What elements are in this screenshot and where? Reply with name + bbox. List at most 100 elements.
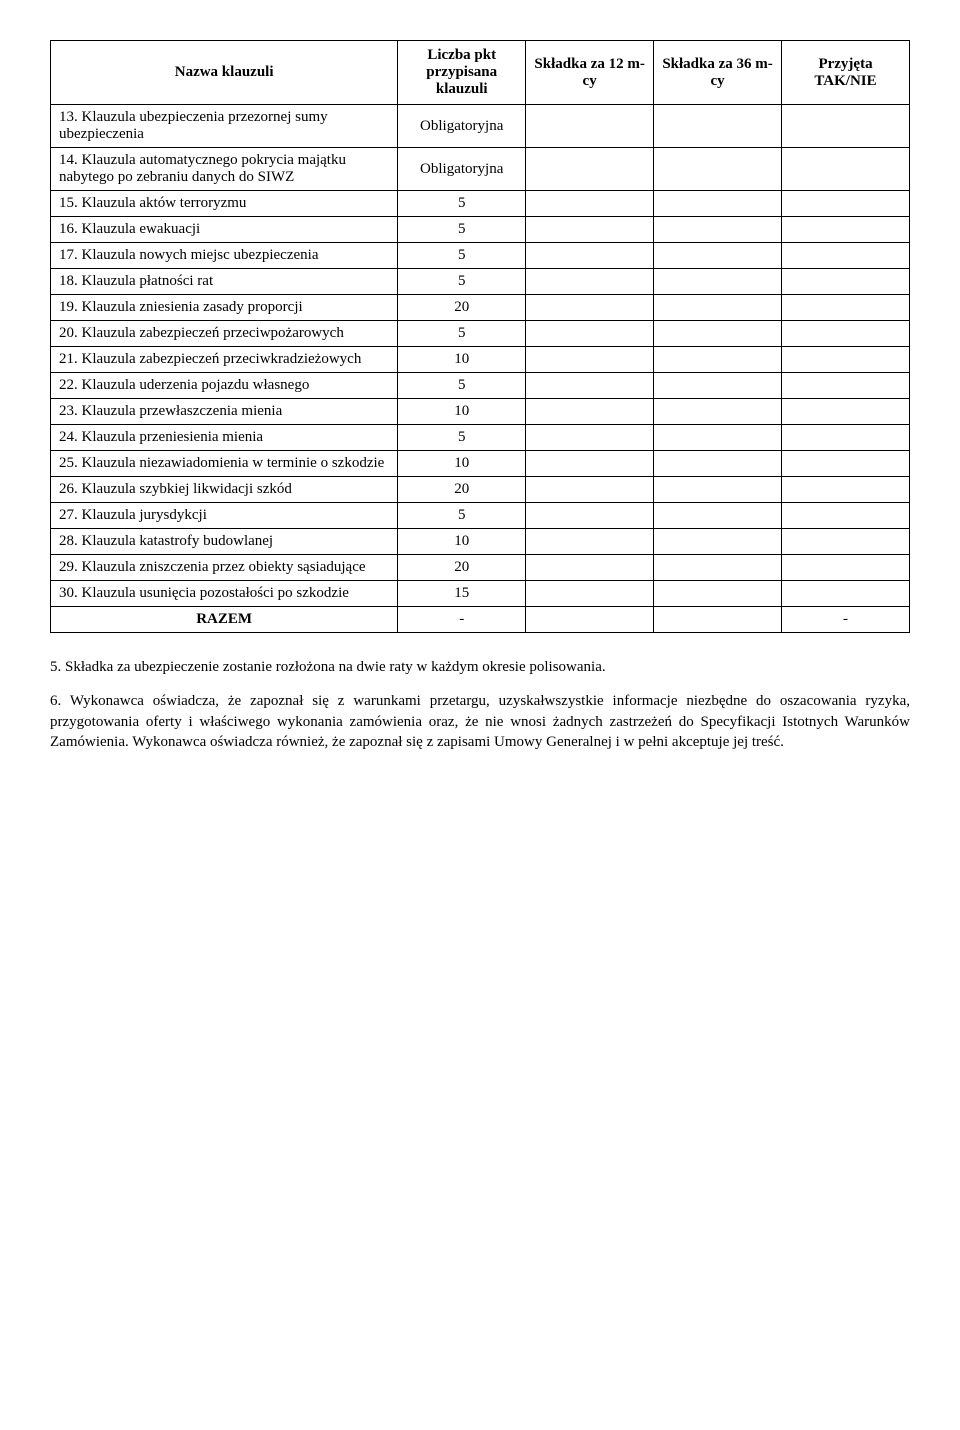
total-fee12 — [526, 607, 654, 633]
clause-points: 5 — [398, 243, 526, 269]
table-row: 24. Klauzula przeniesienia mienia5 — [51, 425, 910, 451]
fee36-cell — [654, 477, 782, 503]
clause-name: 27. Klauzula jurysdykcji — [51, 503, 398, 529]
clause-name: 23. Klauzula przewłaszczenia mienia — [51, 399, 398, 425]
total-accepted: - — [782, 607, 910, 633]
fee36-cell — [654, 451, 782, 477]
table-row: 21. Klauzula zabezpieczeń przeciwkradzie… — [51, 347, 910, 373]
fee12-cell — [526, 105, 654, 148]
table-row: 20. Klauzula zabezpieczeń przeciwpożarow… — [51, 321, 910, 347]
fee12-cell — [526, 529, 654, 555]
accepted-cell — [782, 529, 910, 555]
fee12-cell — [526, 243, 654, 269]
clause-points: 20 — [398, 477, 526, 503]
table-row: 15. Klauzula aktów terroryzmu5 — [51, 191, 910, 217]
fee12-cell — [526, 321, 654, 347]
fee36-cell — [654, 529, 782, 555]
header-points: Liczba pkt przypisana klauzuli — [398, 41, 526, 105]
accepted-cell — [782, 269, 910, 295]
clause-name: 30. Klauzula usunięcia pozostałości po s… — [51, 581, 398, 607]
table-row: 17. Klauzula nowych miejsc ubezpieczenia… — [51, 243, 910, 269]
table-header-row: Nazwa klauzuli Liczba pkt przypisana kla… — [51, 41, 910, 105]
total-points: - — [398, 607, 526, 633]
accepted-cell — [782, 191, 910, 217]
fee12-cell — [526, 191, 654, 217]
table-row: 28. Klauzula katastrofy budowlanej10 — [51, 529, 910, 555]
clause-name: 20. Klauzula zabezpieczeń przeciwpożarow… — [51, 321, 398, 347]
accepted-cell — [782, 217, 910, 243]
clause-name: 25. Klauzula niezawiadomienia w terminie… — [51, 451, 398, 477]
clause-name: 17. Klauzula nowych miejsc ubezpieczenia — [51, 243, 398, 269]
fee36-cell — [654, 269, 782, 295]
total-fee36 — [654, 607, 782, 633]
fee12-cell — [526, 425, 654, 451]
paragraph-6: 6. Wykonawca oświadcza, że zapoznał się … — [50, 691, 910, 752]
header-fee36: Składka za 36 m-cy — [654, 41, 782, 105]
fee36-cell — [654, 399, 782, 425]
clause-name: 15. Klauzula aktów terroryzmu — [51, 191, 398, 217]
fee12-cell — [526, 399, 654, 425]
clause-points: 15 — [398, 581, 526, 607]
fee12-cell — [526, 451, 654, 477]
clause-name: 16. Klauzula ewakuacji — [51, 217, 398, 243]
clause-name: 21. Klauzula zabezpieczeń przeciwkradzie… — [51, 347, 398, 373]
clause-points: 10 — [398, 399, 526, 425]
fee36-cell — [654, 503, 782, 529]
accepted-cell — [782, 295, 910, 321]
fee12-cell — [526, 295, 654, 321]
clause-points: 5 — [398, 425, 526, 451]
header-fee12: Składka za 12 m-cy — [526, 41, 654, 105]
accepted-cell — [782, 148, 910, 191]
fee36-cell — [654, 321, 782, 347]
table-row: 13. Klauzula ubezpieczenia przezornej su… — [51, 105, 910, 148]
clause-points: 5 — [398, 269, 526, 295]
fee36-cell — [654, 105, 782, 148]
clause-points: 5 — [398, 191, 526, 217]
clause-name: 19. Klauzula zniesienia zasady proporcji — [51, 295, 398, 321]
fee36-cell — [654, 243, 782, 269]
table-row: 14. Klauzula automatycznego pokrycia maj… — [51, 148, 910, 191]
clause-points: 5 — [398, 373, 526, 399]
table-row: 23. Klauzula przewłaszczenia mienia10 — [51, 399, 910, 425]
accepted-cell — [782, 477, 910, 503]
accepted-cell — [782, 425, 910, 451]
clause-points: 20 — [398, 555, 526, 581]
fee12-cell — [526, 581, 654, 607]
fee36-cell — [654, 373, 782, 399]
table-row: 30. Klauzula usunięcia pozostałości po s… — [51, 581, 910, 607]
accepted-cell — [782, 321, 910, 347]
fee36-cell — [654, 347, 782, 373]
clauses-table: Nazwa klauzuli Liczba pkt przypisana kla… — [50, 40, 910, 633]
accepted-cell — [782, 399, 910, 425]
table-row: 27. Klauzula jurysdykcji5 — [51, 503, 910, 529]
accepted-cell — [782, 105, 910, 148]
clause-points: 5 — [398, 321, 526, 347]
clause-points: Obligatoryjna — [398, 105, 526, 148]
accepted-cell — [782, 555, 910, 581]
fee12-cell — [526, 477, 654, 503]
header-accepted: Przyjęta TAK/NIE — [782, 41, 910, 105]
clause-name: 26. Klauzula szybkiej likwidacji szkód — [51, 477, 398, 503]
header-name: Nazwa klauzuli — [51, 41, 398, 105]
accepted-cell — [782, 373, 910, 399]
table-row: 26. Klauzula szybkiej likwidacji szkód20 — [51, 477, 910, 503]
clause-points: 10 — [398, 451, 526, 477]
clause-name: 13. Klauzula ubezpieczenia przezornej su… — [51, 105, 398, 148]
fee36-cell — [654, 191, 782, 217]
clause-points: 5 — [398, 217, 526, 243]
fee36-cell — [654, 295, 782, 321]
clause-points: 20 — [398, 295, 526, 321]
fee12-cell — [526, 503, 654, 529]
clause-name: 18. Klauzula płatności rat — [51, 269, 398, 295]
clause-name: 24. Klauzula przeniesienia mienia — [51, 425, 398, 451]
accepted-cell — [782, 503, 910, 529]
fee12-cell — [526, 269, 654, 295]
fee36-cell — [654, 148, 782, 191]
clause-name: 22. Klauzula uderzenia pojazdu własnego — [51, 373, 398, 399]
table-row: 18. Klauzula płatności rat5 — [51, 269, 910, 295]
clause-points: Obligatoryjna — [398, 148, 526, 191]
clause-name: 14. Klauzula automatycznego pokrycia maj… — [51, 148, 398, 191]
clause-points: 10 — [398, 529, 526, 555]
clause-name: 29. Klauzula zniszczenia przez obiekty s… — [51, 555, 398, 581]
table-row: 25. Klauzula niezawiadomienia w terminie… — [51, 451, 910, 477]
